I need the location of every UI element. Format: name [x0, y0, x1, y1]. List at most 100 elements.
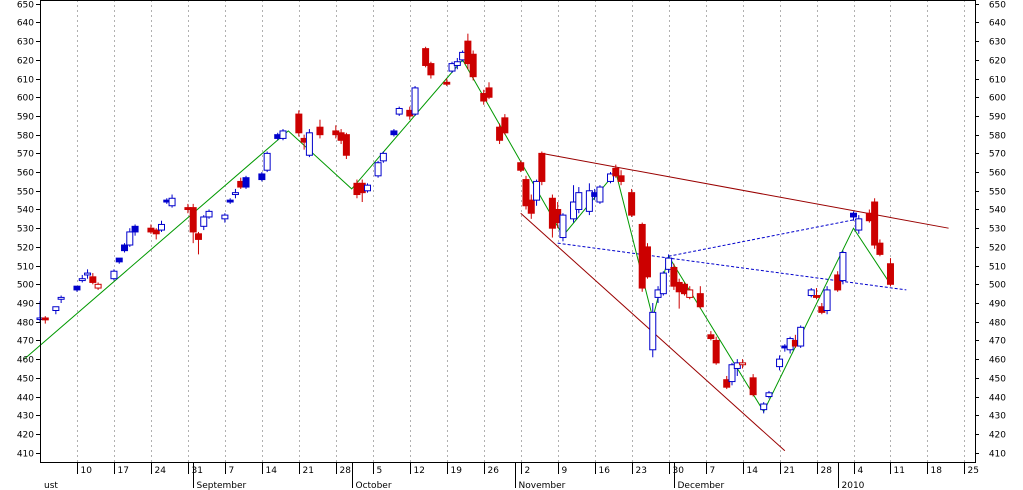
x-tick-label: 28	[821, 466, 833, 476]
candle	[121, 243, 129, 253]
y-axis-right: 410 420 430 440 450 460 470 480 490 500 510 520 530 5…	[975, 1, 1006, 460]
x-tick-label: 18	[931, 466, 943, 476]
candle	[776, 355, 784, 371]
candle	[723, 375, 731, 390]
candle-body	[379, 152, 387, 162]
candle	[305, 129, 313, 158]
vertical-gridlines	[77, 0, 965, 462]
candle-body	[670, 266, 678, 287]
y-tick-label: 510	[17, 263, 34, 273]
candle	[533, 179, 541, 206]
candle-body	[52, 306, 60, 311]
candle	[728, 362, 736, 386]
candle-body	[585, 190, 593, 212]
candle-body	[469, 53, 477, 78]
candle	[258, 172, 266, 182]
candle-body	[496, 126, 504, 141]
candle	[110, 269, 118, 281]
x-tick-label: 14	[266, 466, 278, 476]
candle	[871, 198, 879, 249]
candle	[585, 183, 593, 216]
candle-body	[760, 403, 768, 411]
candle	[643, 243, 651, 279]
y-tick-label: 640	[989, 19, 1006, 29]
y-tick-label: 480	[989, 319, 1006, 329]
candle-body	[152, 229, 160, 235]
candle-body	[527, 199, 535, 214]
y-tick-label: 520	[17, 244, 34, 254]
candle-body	[538, 152, 546, 182]
trendline-resistance	[541, 152, 949, 229]
candle-body	[659, 272, 667, 295]
y-tick-label: 560	[989, 169, 1006, 179]
candle-body	[443, 81, 451, 85]
y-tick-label: 490	[17, 300, 34, 310]
x-tick-label: 19	[451, 466, 463, 476]
candle	[78, 274, 86, 283]
candle	[607, 172, 615, 184]
candle-body	[522, 179, 530, 207]
x-tick-label: 25	[968, 466, 979, 476]
y-tick-label: 560	[17, 169, 34, 179]
candle-body	[427, 63, 435, 76]
candle-body	[643, 246, 651, 278]
x-tick-label: 23	[636, 466, 647, 476]
candle-body	[628, 192, 636, 216]
candle-body	[364, 184, 372, 192]
candle	[168, 194, 176, 208]
candle	[242, 175, 250, 189]
candle	[680, 282, 688, 296]
candle-body	[807, 289, 815, 297]
candle-body	[707, 334, 715, 340]
candle-body	[733, 362, 741, 369]
y-tick-label: 590	[17, 113, 34, 123]
y-tick-label: 610	[989, 76, 1006, 86]
trendline-channel	[557, 242, 907, 291]
candle-body	[295, 113, 303, 134]
y-tick-label: 440	[989, 394, 1006, 404]
candle-body	[575, 192, 583, 210]
candle-body	[448, 63, 456, 72]
x-tick-label: 17	[118, 466, 129, 476]
y-tick-label: 590	[989, 113, 1006, 123]
candle	[152, 228, 160, 240]
y-tick-label: 460	[989, 356, 1006, 366]
candle	[52, 306, 60, 315]
candle-body	[612, 167, 620, 177]
x-tick-label: 24	[155, 466, 167, 476]
candle-body	[797, 326, 805, 347]
candle	[696, 286, 704, 309]
x-tick-label: 16	[599, 466, 611, 476]
plot-frame	[40, 0, 976, 463]
candle-body	[739, 362, 747, 366]
candle-body	[84, 272, 92, 276]
candle	[342, 132, 350, 159]
x-tick-label: 7	[229, 466, 235, 476]
candle-body	[834, 274, 842, 291]
candle	[538, 151, 546, 186]
x-tick-label: 7	[710, 466, 716, 476]
x-tick-label: 2	[525, 466, 531, 476]
candle-body	[316, 126, 324, 136]
candle	[496, 123, 504, 145]
candle	[760, 402, 768, 414]
y-tick-label: 410	[989, 450, 1006, 460]
candle	[41, 316, 49, 324]
candle-body	[453, 61, 461, 66]
candle	[379, 151, 387, 163]
candle	[194, 231, 202, 255]
candle-body	[189, 207, 197, 233]
candle	[712, 336, 720, 365]
candle-body	[205, 210, 213, 218]
candle-body	[57, 296, 65, 300]
y-tick-label: 550	[17, 188, 34, 198]
candle-body	[607, 173, 615, 182]
candle	[813, 288, 821, 300]
y-tick-label: 570	[989, 150, 1006, 160]
candle	[57, 295, 65, 304]
candle	[422, 46, 430, 68]
trendline-channel	[668, 218, 859, 257]
candle-body	[728, 364, 736, 383]
y-tick-label: 600	[17, 94, 34, 104]
